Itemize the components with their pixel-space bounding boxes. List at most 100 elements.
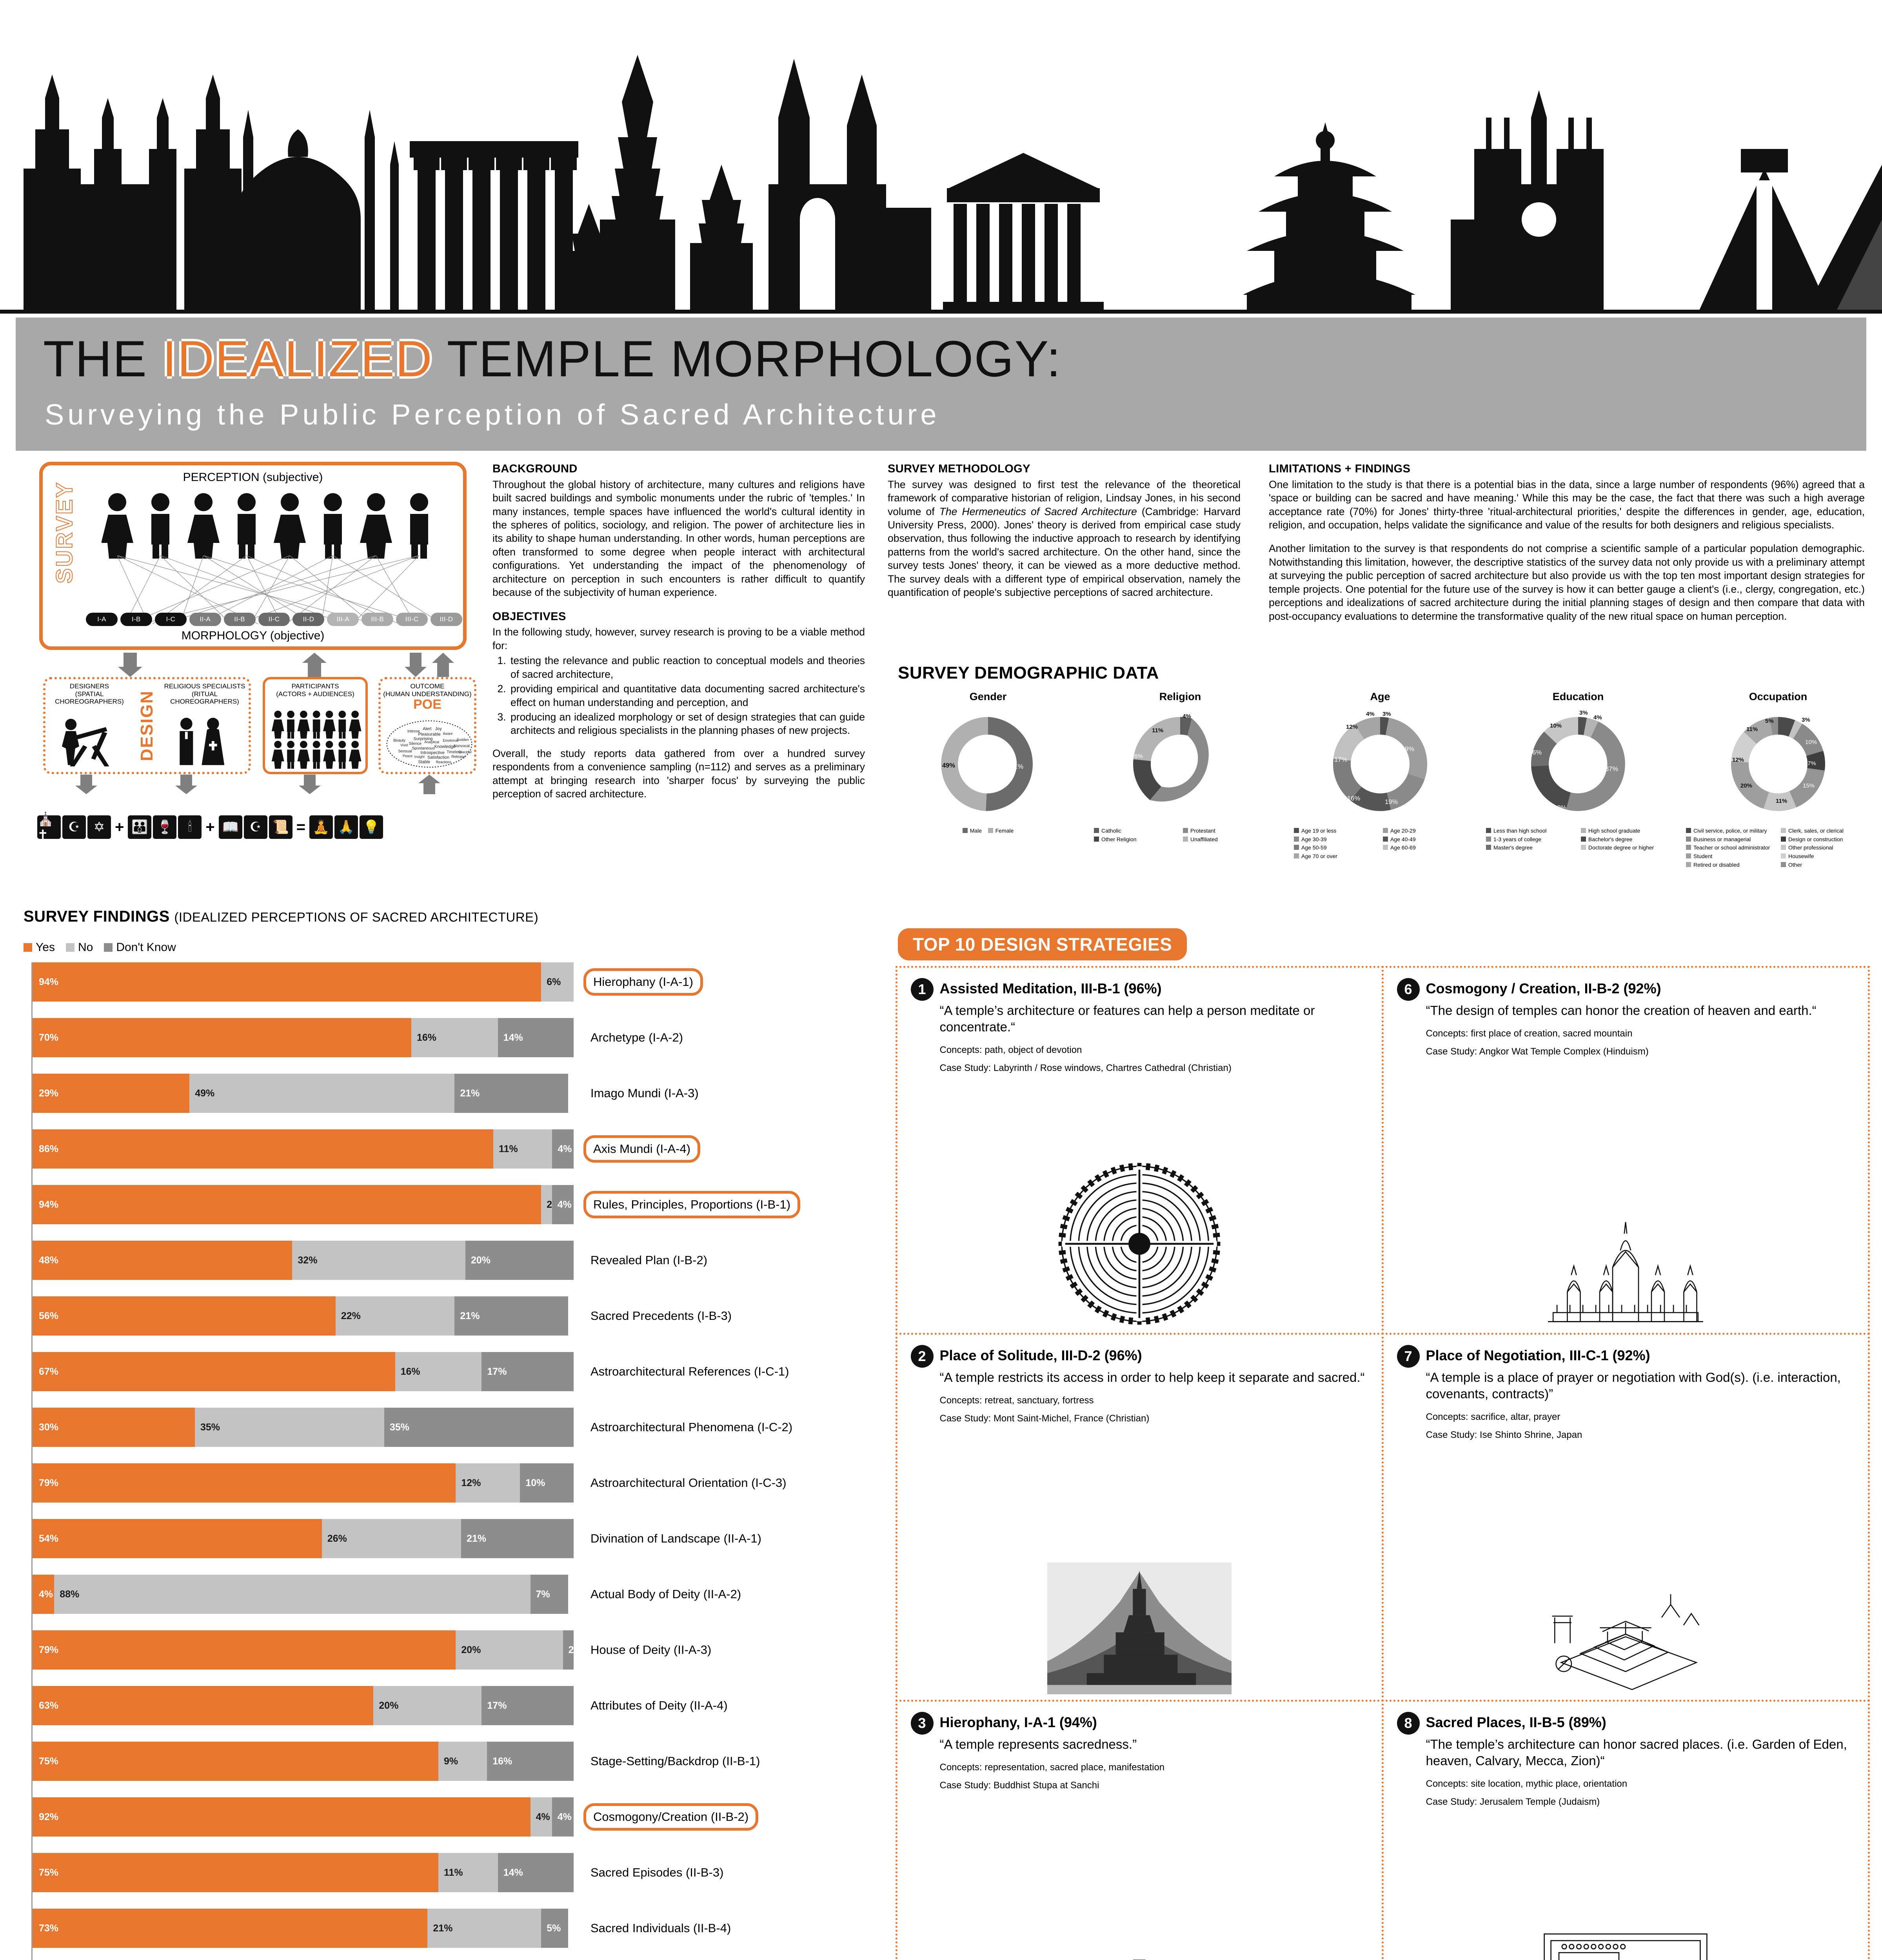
bar-value-label: 4% (557, 1199, 572, 1210)
bar-value-label: 17% (487, 1366, 507, 1377)
chart-row: 56% 22% 21% Sacred Precedents (I-B-3) (33, 1296, 872, 1336)
chart-row: 79% 12% 10% Astroarchitectural Orientation … (33, 1463, 872, 1503)
donut-slice-label: 20% (1740, 782, 1752, 789)
bar-value-label: 4% (557, 1811, 572, 1822)
bar-segment-no: 11% (438, 1853, 498, 1892)
limitations-para-2: Another limitation to the survey is that… (1269, 543, 1865, 622)
svg-text:Alert: Alert (423, 727, 431, 731)
stacked-bar: 70% 16% 14% (33, 1018, 574, 1057)
top10-rank-badge: 8 (1397, 1711, 1420, 1735)
bar-segment-yes: 86% (33, 1129, 494, 1169)
bar-segment-yes: 29% (33, 1074, 190, 1113)
top10-rank-badge: 3 (910, 1711, 934, 1735)
legend-item-yes: Yes (24, 941, 55, 954)
stacked-bar: 94% 2%4% (33, 1185, 574, 1224)
legend-swatch (1581, 845, 1586, 850)
ise-shrine-axonometric-icon (1552, 1594, 1700, 1690)
bar-segment-no: 16% (395, 1352, 482, 1391)
top10-card-title: Place of Negotiation, III-C-1 (92%) (1426, 1347, 1650, 1363)
legend-item: Housewife (1781, 852, 1870, 861)
svg-text:Emotional: Emotional (443, 739, 458, 742)
bar-value-label: 16% (417, 1032, 437, 1043)
stacked-bar: 79% 12% 10% (33, 1463, 574, 1503)
bar-segment-dk: 17% (481, 1352, 574, 1391)
legend-swatch (1094, 836, 1099, 842)
stacked-bar: 79% 20% 2% (33, 1630, 583, 1670)
bar-segment-no: 49% (189, 1074, 455, 1113)
svg-text:Analytical: Analytical (424, 740, 439, 744)
donut-chart-occupation: Occupation 6% 3% 10% 7% 15% 11% 20% 12% … (1686, 691, 1870, 869)
chart-row-label: Hierophany (I-A-1) (583, 968, 703, 996)
morph-pill-IIB: II-B (223, 613, 256, 626)
legend-swatch (1383, 828, 1388, 833)
legend-item: Less than high school (1486, 827, 1575, 835)
morph-pill-IIA: II-A (189, 613, 221, 626)
legend-item: Clerk, sales, or clerical (1781, 827, 1870, 835)
top10-card-title: Place of Solitude, III-D-2 (96%) (939, 1347, 1142, 1363)
chart-row-label: Rules, Principles, Proportions (I-B-1) (583, 1191, 801, 1218)
chart-row-label: Astroarchitectural Phenomena (I-C-2) (590, 1420, 793, 1434)
top10-card: 3 Hierophany, I-A-1 (94%) “A temple repres… (895, 1699, 1384, 1960)
bar-value-label: 63% (39, 1700, 59, 1711)
stacked-bar: 56% 22% 21% (33, 1296, 574, 1336)
methodology-body: The survey was designed to first test th… (888, 478, 1241, 599)
survey-box: SURVEY PERCEPTION (subjective) (39, 462, 467, 650)
bar-value-label: 94% (39, 976, 59, 987)
chart-row-label: Attributes of Deity (II-A-4) (590, 1699, 728, 1712)
top10-case-study: Case Study: Ise Shinto Shrine, Japan (1426, 1430, 1582, 1441)
stacked-bar: 29% 49% 21% (33, 1074, 574, 1113)
chart-row: 29% 49% 21% Imago Mundi (I-A-3) (33, 1074, 872, 1113)
torah-scroll-icon: 📜 (269, 815, 292, 839)
morphology-pill-row: I-A I-B I-C II-A II-B II-C II-D III-A II… (86, 613, 462, 626)
religious-specialist-icon (180, 718, 225, 765)
top10-card-quote: “A temple is a place of prayer or negoti… (1426, 1370, 1841, 1401)
legend-item-no: No (65, 941, 93, 954)
svg-text:Silence: Silence (409, 742, 422, 746)
svg-text:Satisfaction: Satisfaction (427, 755, 449, 760)
top10-grid: 1 Assisted Meditation, III-B-1 (96%) “A te… (895, 965, 1870, 1960)
bar-segment-no: 26% (322, 1519, 461, 1558)
bar-value-label: 79% (39, 1477, 59, 1488)
stacked-bar: 92% 4% 4% (33, 1797, 574, 1837)
svg-text:Vivid: Vivid (400, 743, 408, 747)
top10-card-quote: “A temple restricts its access in order … (939, 1370, 1365, 1385)
top10-card-illustration (911, 1894, 1368, 1960)
legend-swatch (1686, 845, 1691, 850)
bar-segment-dk: 20% (465, 1241, 574, 1280)
legend-swatch (962, 828, 968, 833)
legend-item: Age 19 or less (1294, 827, 1377, 835)
donut-chart-age: Age 3% 29% 19% 16% 17% 12% 4% Age 19 or … (1294, 691, 1466, 861)
legend-item: Age 70 or over (1294, 852, 1377, 861)
perception-label: PERCEPTION (subjective) (183, 471, 323, 484)
top10-rank-badge: 6 (1397, 978, 1420, 1001)
legend-item: 1-3 years of college (1486, 835, 1575, 844)
legend-swatch (1183, 828, 1188, 833)
donut-legend: Civil service, police, or military Clerk… (1686, 827, 1870, 869)
donut-title: Education (1552, 691, 1604, 702)
methodology-heading: SURVEY METHODOLOGY (888, 463, 1030, 475)
chart-row-label: Revealed Plan (I-B-2) (590, 1253, 708, 1267)
top10-card-meta: Concepts: representation, sacred place, … (940, 1761, 1368, 1792)
bar-segment-yes: 92% (33, 1797, 530, 1837)
legend-swatch (1781, 828, 1786, 833)
chart-row-label: House of Deity (II-A-3) (590, 1643, 712, 1657)
bar-segment-no: 16% (411, 1018, 498, 1057)
background-heading: BACKGROUND (492, 463, 578, 475)
bar-value-label: 21% (460, 1087, 480, 1099)
bar-value-label: 86% (39, 1143, 59, 1154)
legend-swatch (1686, 853, 1691, 859)
objective-item: providing empirical and quantitative dat… (509, 682, 865, 709)
bar-value-label: 17% (487, 1700, 507, 1711)
bar-value-label: 32% (298, 1254, 318, 1266)
equals-sign: = (296, 818, 306, 836)
donut-slice-label: 16% (1529, 749, 1542, 756)
donut-slice-label: 4% (1366, 711, 1375, 717)
chart-row-label: Axis Mundi (I-A-4) (583, 1135, 701, 1163)
bar-value-label: 16% (492, 1755, 512, 1767)
chart-row-label: Imago Mundi (I-A-3) (590, 1086, 699, 1100)
outcome-caption: OUTCOME (HUMAN UNDERSTANDING) (383, 682, 472, 698)
legend-swatch-no (65, 943, 74, 952)
chart-row: 67% 16% 17% Astroarchitectural References (… (33, 1352, 872, 1391)
legend-item: Other Religion (1094, 835, 1177, 844)
bar-segment-dk: 14% (498, 1853, 574, 1892)
